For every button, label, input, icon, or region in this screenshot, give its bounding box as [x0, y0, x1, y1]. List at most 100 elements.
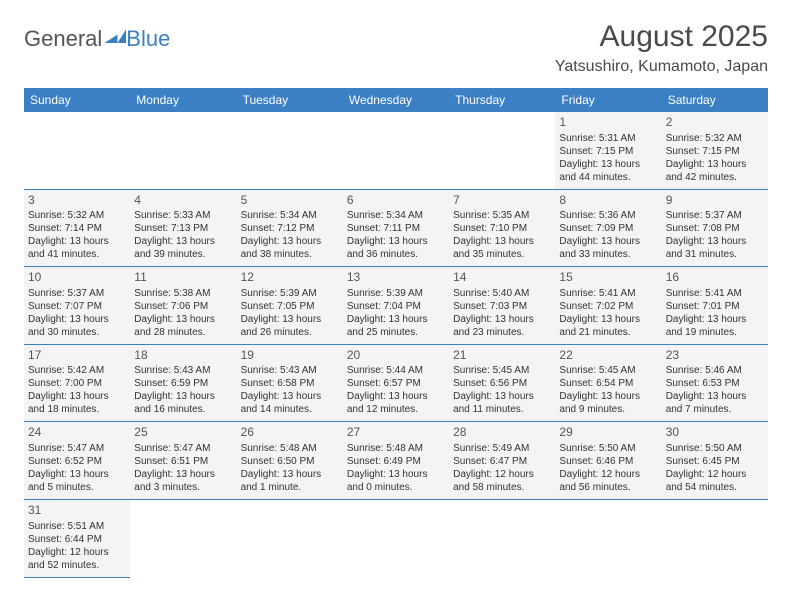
sunset-line: Sunset: 7:12 PM [241, 222, 339, 235]
sunset-line: Sunset: 7:02 PM [559, 300, 657, 313]
sunset-line: Sunset: 7:13 PM [134, 222, 232, 235]
calendar-cell: 24Sunrise: 5:47 AMSunset: 6:52 PMDayligh… [24, 422, 130, 500]
calendar-cell: 26Sunrise: 5:48 AMSunset: 6:50 PMDayligh… [237, 422, 343, 500]
day-number: 15 [559, 270, 657, 286]
sunrise-line: Sunrise: 5:45 AM [453, 364, 551, 377]
sunrise-line: Sunrise: 5:50 AM [666, 442, 764, 455]
day-number: 16 [666, 270, 764, 286]
sunrise-line: Sunrise: 5:50 AM [559, 442, 657, 455]
sunrise-line: Sunrise: 5:43 AM [134, 364, 232, 377]
daylight-line: Daylight: 13 hours and 38 minutes. [241, 235, 339, 261]
sunrise-line: Sunrise: 5:38 AM [134, 287, 232, 300]
daylight-line: Daylight: 13 hours and 7 minutes. [666, 390, 764, 416]
day-number: 21 [453, 348, 551, 364]
daylight-line: Daylight: 13 hours and 35 minutes. [453, 235, 551, 261]
daylight-line: Daylight: 13 hours and 3 minutes. [134, 468, 232, 494]
calendar-cell [237, 112, 343, 189]
daylight-line: Daylight: 12 hours and 58 minutes. [453, 468, 551, 494]
sunset-line: Sunset: 7:08 PM [666, 222, 764, 235]
day-number: 18 [134, 348, 232, 364]
day-number: 20 [347, 348, 445, 364]
calendar-table: SundayMondayTuesdayWednesdayThursdayFrid… [24, 88, 768, 578]
day-number: 8 [559, 193, 657, 209]
month-title: August 2025 [555, 20, 768, 54]
sunrise-line: Sunrise: 5:42 AM [28, 364, 126, 377]
calendar-row: 24Sunrise: 5:47 AMSunset: 6:52 PMDayligh… [24, 422, 768, 500]
calendar-cell: 12Sunrise: 5:39 AMSunset: 7:05 PMDayligh… [237, 267, 343, 345]
calendar-cell: 16Sunrise: 5:41 AMSunset: 7:01 PMDayligh… [662, 267, 768, 345]
sunrise-line: Sunrise: 5:49 AM [453, 442, 551, 455]
day-number: 19 [241, 348, 339, 364]
calendar-cell: 28Sunrise: 5:49 AMSunset: 6:47 PMDayligh… [449, 422, 555, 500]
sunset-line: Sunset: 6:53 PM [666, 377, 764, 390]
day-number: 7 [453, 193, 551, 209]
day-number: 22 [559, 348, 657, 364]
sunrise-line: Sunrise: 5:32 AM [28, 209, 126, 222]
daylight-line: Daylight: 12 hours and 54 minutes. [666, 468, 764, 494]
daylight-line: Daylight: 13 hours and 18 minutes. [28, 390, 126, 416]
calendar-cell: 15Sunrise: 5:41 AMSunset: 7:02 PMDayligh… [555, 267, 661, 345]
sunrise-line: Sunrise: 5:41 AM [559, 287, 657, 300]
calendar-cell: 10Sunrise: 5:37 AMSunset: 7:07 PMDayligh… [24, 267, 130, 345]
sunset-line: Sunset: 7:09 PM [559, 222, 657, 235]
day-number: 3 [28, 193, 126, 209]
title-block: August 2025 Yatsushiro, Kumamoto, Japan [555, 20, 768, 76]
day-number: 26 [241, 425, 339, 441]
sunrise-line: Sunrise: 5:51 AM [28, 520, 126, 533]
sunset-line: Sunset: 6:50 PM [241, 455, 339, 468]
sunset-line: Sunset: 7:14 PM [28, 222, 126, 235]
sunrise-line: Sunrise: 5:35 AM [453, 209, 551, 222]
day-number: 13 [347, 270, 445, 286]
day-number: 10 [28, 270, 126, 286]
day-number: 5 [241, 193, 339, 209]
daylight-line: Daylight: 13 hours and 5 minutes. [28, 468, 126, 494]
calendar-cell: 31Sunrise: 5:51 AMSunset: 6:44 PMDayligh… [24, 499, 130, 577]
day-number: 17 [28, 348, 126, 364]
daylight-line: Daylight: 13 hours and 41 minutes. [28, 235, 126, 261]
calendar-cell: 1Sunrise: 5:31 AMSunset: 7:15 PMDaylight… [555, 112, 661, 189]
day-number: 2 [666, 115, 764, 131]
day-number: 31 [28, 503, 126, 519]
day-header: Saturday [662, 88, 768, 112]
calendar-cell [343, 112, 449, 189]
day-number: 1 [559, 115, 657, 131]
day-number: 30 [666, 425, 764, 441]
calendar-cell: 2Sunrise: 5:32 AMSunset: 7:15 PMDaylight… [662, 112, 768, 189]
day-header: Tuesday [237, 88, 343, 112]
logo: General Blue [24, 26, 170, 52]
sunset-line: Sunset: 6:46 PM [559, 455, 657, 468]
daylight-line: Daylight: 12 hours and 52 minutes. [28, 546, 126, 572]
sunrise-line: Sunrise: 5:39 AM [347, 287, 445, 300]
logo-text-1: General [24, 26, 102, 52]
day-header: Sunday [24, 88, 130, 112]
sunset-line: Sunset: 7:10 PM [453, 222, 551, 235]
sunrise-line: Sunrise: 5:36 AM [559, 209, 657, 222]
sunrise-line: Sunrise: 5:43 AM [241, 364, 339, 377]
calendar-cell: 19Sunrise: 5:43 AMSunset: 6:58 PMDayligh… [237, 344, 343, 422]
calendar-cell: 21Sunrise: 5:45 AMSunset: 6:56 PMDayligh… [449, 344, 555, 422]
calendar-cell [130, 112, 236, 189]
day-number: 4 [134, 193, 232, 209]
calendar-cell [130, 499, 236, 577]
calendar-cell: 11Sunrise: 5:38 AMSunset: 7:06 PMDayligh… [130, 267, 236, 345]
calendar-cell: 13Sunrise: 5:39 AMSunset: 7:04 PMDayligh… [343, 267, 449, 345]
sunrise-line: Sunrise: 5:47 AM [28, 442, 126, 455]
day-header: Monday [130, 88, 236, 112]
day-header: Wednesday [343, 88, 449, 112]
daylight-line: Daylight: 13 hours and 0 minutes. [347, 468, 445, 494]
calendar-cell: 17Sunrise: 5:42 AMSunset: 7:00 PMDayligh… [24, 344, 130, 422]
sunset-line: Sunset: 7:11 PM [347, 222, 445, 235]
daylight-line: Daylight: 13 hours and 16 minutes. [134, 390, 232, 416]
sunrise-line: Sunrise: 5:39 AM [241, 287, 339, 300]
sunset-line: Sunset: 7:06 PM [134, 300, 232, 313]
calendar-cell: 25Sunrise: 5:47 AMSunset: 6:51 PMDayligh… [130, 422, 236, 500]
sunrise-line: Sunrise: 5:48 AM [241, 442, 339, 455]
day-number: 12 [241, 270, 339, 286]
sunset-line: Sunset: 7:03 PM [453, 300, 551, 313]
calendar-cell: 9Sunrise: 5:37 AMSunset: 7:08 PMDaylight… [662, 189, 768, 267]
day-header: Friday [555, 88, 661, 112]
daylight-line: Daylight: 13 hours and 9 minutes. [559, 390, 657, 416]
daylight-line: Daylight: 13 hours and 11 minutes. [453, 390, 551, 416]
daylight-line: Daylight: 13 hours and 42 minutes. [666, 158, 764, 184]
sunset-line: Sunset: 6:44 PM [28, 533, 126, 546]
